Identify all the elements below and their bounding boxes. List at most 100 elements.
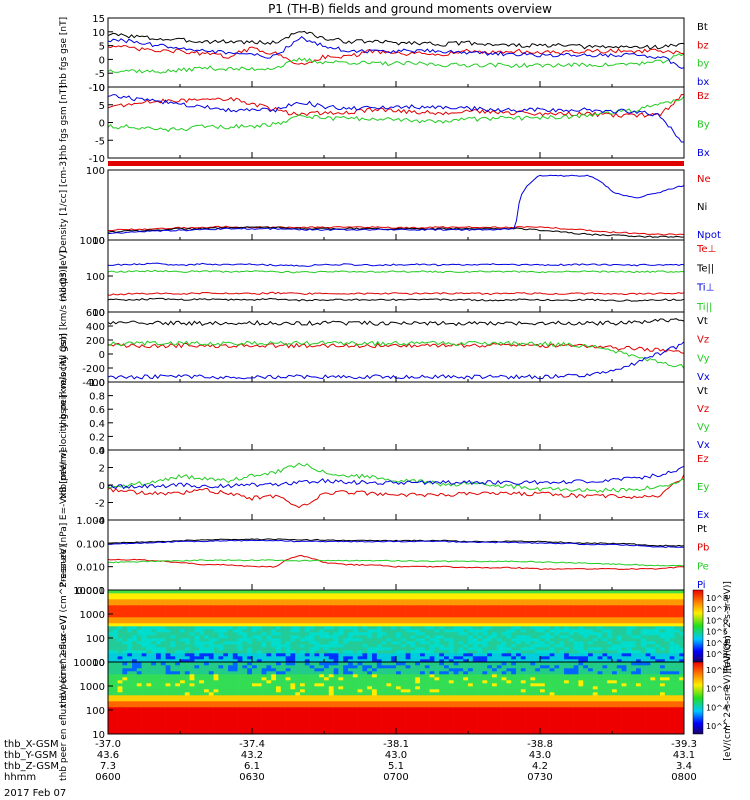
heatmap-bin	[626, 632, 632, 636]
heatmap-bin	[650, 605, 656, 609]
heatmap-bin	[180, 659, 186, 663]
heatmap-bin	[588, 629, 594, 633]
heatmap-bin	[280, 701, 286, 705]
heatmap-bin	[540, 710, 546, 714]
heatmap-bin	[204, 728, 210, 732]
heatmap-bin	[472, 728, 478, 732]
heatmap-bin	[660, 716, 666, 720]
heatmap-bin	[391, 686, 397, 690]
heatmap-bin	[237, 629, 243, 633]
heatmap-bin	[381, 650, 387, 654]
heatmap-bin	[655, 689, 661, 693]
heatmap-bin	[199, 620, 205, 624]
heatmap-bin	[266, 704, 272, 708]
heatmap-bin	[612, 617, 618, 621]
heatmap-bin	[415, 632, 421, 636]
heatmap-bin	[631, 635, 637, 639]
heatmap-bin	[549, 638, 555, 642]
heatmap-bin	[165, 704, 171, 708]
heatmap-bin	[290, 608, 296, 612]
heatmap-bin	[583, 605, 589, 609]
heatmap-bin	[228, 608, 234, 612]
heatmap-bin	[453, 695, 459, 699]
heatmap-bin	[511, 713, 517, 717]
heatmap-bin	[223, 701, 229, 705]
heatmap-bin	[304, 650, 310, 654]
heatmap-bin	[564, 653, 570, 657]
heatmap-bin	[424, 623, 430, 627]
heatmap-bin	[626, 716, 632, 720]
heatmap-bin	[472, 650, 478, 654]
heatmap-bin	[626, 590, 632, 594]
heatmap-bin	[636, 590, 642, 594]
heatmap-bin	[448, 722, 454, 726]
heatmap-bin	[136, 692, 142, 696]
heatmap-bin	[122, 716, 128, 720]
heatmap-bin	[338, 611, 344, 615]
heatmap-bin	[285, 698, 291, 702]
y-tick-label: 1.000	[76, 516, 105, 527]
heatmap-bin	[117, 605, 123, 609]
heatmap-bin	[132, 602, 138, 606]
heatmap-bin	[237, 605, 243, 609]
heatmap-bin	[141, 629, 147, 633]
series-line-density-1	[107, 226, 684, 238]
heatmap-bin	[271, 701, 277, 705]
heatmap-bin	[420, 695, 426, 699]
heatmap-bin	[228, 707, 234, 711]
heatmap-bin	[405, 629, 411, 633]
y-axis-label: thb peer velocity gsm [km/s (All Qs)]	[59, 333, 69, 499]
heatmap-bin	[482, 650, 488, 654]
heatmap-bin	[420, 701, 426, 705]
heatmap-bin	[602, 728, 608, 732]
heatmap-bin	[520, 620, 526, 624]
heatmap-bin	[506, 644, 512, 648]
heatmap-bin	[544, 659, 550, 663]
heatmap-bin	[468, 647, 474, 651]
heatmap-bin	[232, 632, 238, 636]
heatmap-bin	[348, 653, 354, 657]
heatmap-bin	[184, 608, 190, 612]
heatmap-bin	[372, 686, 378, 690]
heatmap-bin	[429, 689, 435, 693]
heatmap-bin	[597, 629, 603, 633]
heatmap-bin	[213, 599, 219, 603]
heatmap-bin	[626, 620, 632, 624]
heatmap-bin	[319, 653, 325, 657]
heatmap-bin	[554, 596, 560, 600]
heatmap-bin	[468, 596, 474, 600]
heatmap-bin	[616, 716, 622, 720]
heatmap-bin	[160, 656, 166, 660]
heatmap-bin	[573, 689, 579, 693]
heatmap-bin	[141, 728, 147, 732]
heatmap-bin	[477, 605, 483, 609]
heatmap-bin	[669, 617, 675, 621]
heatmap-bin	[631, 731, 637, 735]
heatmap-bin	[468, 608, 474, 612]
heatmap-bin	[448, 638, 454, 642]
heatmap-bin	[271, 707, 277, 711]
heatmap-bin	[544, 710, 550, 714]
y-tick-label: 0.4	[89, 419, 105, 430]
heatmap-bin	[636, 707, 642, 711]
legend-entry: Vx	[697, 440, 710, 451]
heatmap-bin	[660, 728, 666, 732]
heatmap-bin	[367, 641, 373, 645]
heatmap-bin	[160, 692, 166, 696]
heatmap-bin	[400, 626, 406, 630]
heatmap-bin	[434, 653, 440, 657]
heatmap-bin	[386, 725, 392, 729]
heatmap-bin	[578, 635, 584, 639]
heatmap-bin	[588, 653, 594, 657]
heatmap-bin	[506, 638, 512, 642]
heatmap-bin	[232, 617, 238, 621]
heatmap-bin	[564, 599, 570, 603]
heatmap-bin	[434, 719, 440, 723]
heatmap-bin	[420, 590, 426, 594]
heatmap-bin	[612, 620, 618, 624]
heatmap-bin	[679, 590, 685, 594]
heatmap-bin	[405, 698, 411, 702]
heatmap-bin	[127, 695, 133, 699]
heatmap-bin	[501, 656, 507, 660]
heatmap-bin	[237, 617, 243, 621]
